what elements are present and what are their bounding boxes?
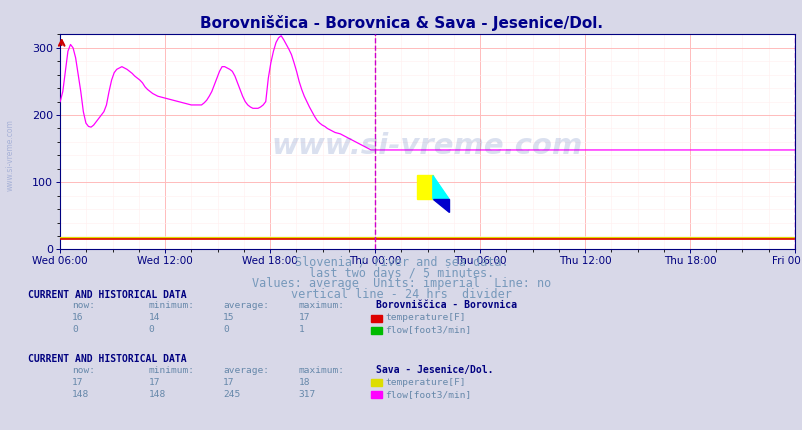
Text: maximum:: maximum:	[298, 301, 344, 310]
Text: 0: 0	[223, 326, 229, 335]
Text: Values: average  Units: imperial  Line: no: Values: average Units: imperial Line: no	[252, 277, 550, 290]
Text: last two days / 5 minutes.: last two days / 5 minutes.	[309, 267, 493, 280]
Text: 17: 17	[72, 378, 83, 387]
Text: Slovenia / river and sea data.: Slovenia / river and sea data.	[294, 256, 508, 269]
Text: 14: 14	[148, 313, 160, 322]
Text: 17: 17	[223, 378, 234, 387]
Polygon shape	[432, 175, 448, 199]
Text: CURRENT AND HISTORICAL DATA: CURRENT AND HISTORICAL DATA	[28, 354, 187, 365]
Text: 0: 0	[72, 326, 78, 335]
Text: flow[foot3/min]: flow[foot3/min]	[385, 326, 471, 335]
Text: Borovniščica - Borovnica: Borovniščica - Borovnica	[375, 300, 516, 310]
Text: minimum:: minimum:	[148, 366, 194, 375]
Text: average:: average:	[223, 366, 269, 375]
Text: 18: 18	[298, 378, 310, 387]
Text: www.si-vreme.com: www.si-vreme.com	[6, 119, 15, 191]
Text: now:: now:	[72, 301, 95, 310]
Text: average:: average:	[223, 301, 269, 310]
Text: flow[foot3/min]: flow[foot3/min]	[385, 390, 471, 399]
Text: Sava - Jesenice/Dol.: Sava - Jesenice/Dol.	[375, 365, 492, 375]
Text: temperature[F]: temperature[F]	[385, 313, 465, 322]
Text: www.si-vreme.com: www.si-vreme.com	[272, 132, 582, 160]
Text: vertical line - 24 hrs  divider: vertical line - 24 hrs divider	[290, 288, 512, 301]
Text: 317: 317	[298, 390, 315, 399]
Text: now:: now:	[72, 366, 95, 375]
Text: maximum:: maximum:	[298, 366, 344, 375]
Text: 245: 245	[223, 390, 240, 399]
Text: temperature[F]: temperature[F]	[385, 378, 465, 387]
Text: CURRENT AND HISTORICAL DATA: CURRENT AND HISTORICAL DATA	[28, 290, 187, 300]
Text: 148: 148	[72, 390, 89, 399]
Text: 0: 0	[148, 326, 154, 335]
Bar	[416, 175, 432, 199]
Text: minimum:: minimum:	[148, 301, 194, 310]
Text: 16: 16	[72, 313, 83, 322]
Text: 1: 1	[298, 326, 304, 335]
Text: 148: 148	[148, 390, 165, 399]
Text: 17: 17	[298, 313, 310, 322]
Text: 17: 17	[148, 378, 160, 387]
Text: 15: 15	[223, 313, 234, 322]
Text: Borovniščica - Borovnica & Sava - Jesenice/Dol.: Borovniščica - Borovnica & Sava - Jeseni…	[200, 15, 602, 31]
Polygon shape	[432, 199, 448, 212]
